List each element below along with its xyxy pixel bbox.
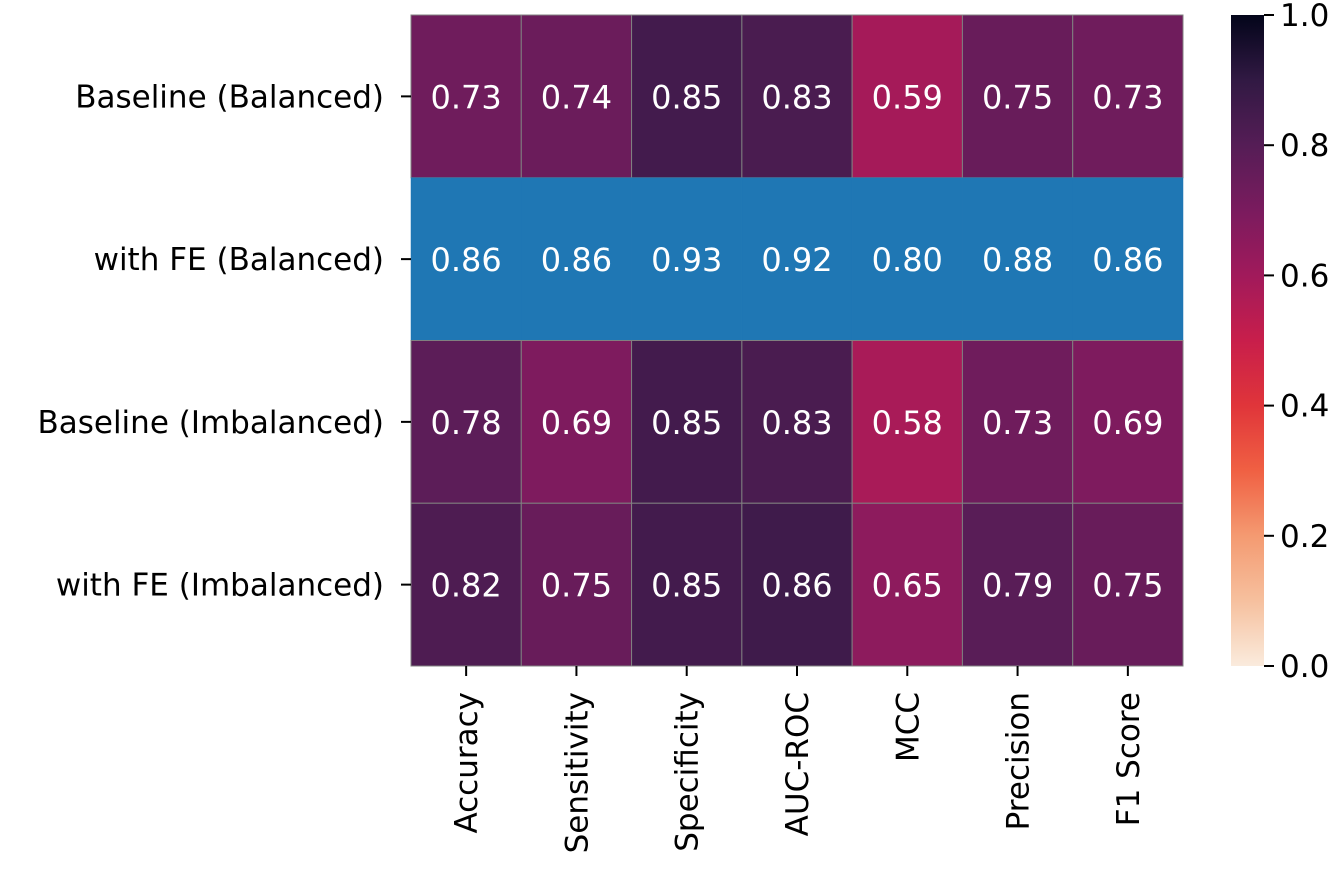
cell-value-label: 0.73 bbox=[431, 78, 502, 116]
heatmap-cell bbox=[410, 177, 522, 341]
colorbar: 0.0 0.2 0.4 0.6 0.8 1.0 bbox=[1231, 0, 1329, 685]
cell-value-label: 0.75 bbox=[1092, 567, 1163, 605]
cell-value-label: 0.93 bbox=[651, 241, 722, 279]
column-label: MCC bbox=[890, 692, 926, 762]
colorbar-tick-label: 0.8 bbox=[1280, 128, 1329, 164]
column-label: F1 Score bbox=[1111, 692, 1147, 826]
column-label: Sensitivity bbox=[559, 692, 595, 853]
cell-value-label: 0.83 bbox=[761, 78, 832, 116]
cell-value-label: 0.73 bbox=[982, 404, 1053, 442]
heatmap-cell bbox=[520, 14, 633, 179]
heatmap-cell bbox=[1072, 502, 1184, 667]
heatmap-cell bbox=[631, 340, 743, 504]
heatmap-cells bbox=[410, 14, 1184, 667]
cell-value-label: 0.59 bbox=[872, 78, 943, 116]
cell-value-label: 0.74 bbox=[541, 78, 612, 116]
row-label: Baseline (Imbalanced) bbox=[37, 405, 384, 441]
cell-value-label: 0.69 bbox=[1092, 404, 1163, 442]
cell-value-label: 0.86 bbox=[761, 567, 832, 605]
cell-value-label: 0.86 bbox=[541, 241, 612, 279]
cell-value-label: 0.75 bbox=[541, 567, 612, 605]
cell-value-label: 0.65 bbox=[872, 567, 943, 605]
heatmap-cell bbox=[962, 177, 1073, 341]
column-label: AUC-ROC bbox=[780, 692, 816, 836]
heatmap-cell bbox=[851, 340, 963, 504]
heatmap-cell bbox=[1072, 340, 1184, 504]
cell-value-label: 0.88 bbox=[982, 241, 1053, 279]
heatmap-cell bbox=[520, 340, 633, 504]
heatmap-cell bbox=[851, 14, 963, 179]
cell-value-label: 0.83 bbox=[761, 404, 832, 442]
colorbar-ticks: 0.0 0.2 0.4 0.6 0.8 1.0 bbox=[1264, 0, 1329, 685]
cell-value-label: 0.79 bbox=[982, 567, 1053, 605]
cell-value-label: 0.85 bbox=[651, 567, 722, 605]
row-axis: Baseline (Balanced) with FE (Balanced) Bas… bbox=[37, 79, 411, 604]
column-label: Precision bbox=[1001, 692, 1037, 830]
column-label: Specificity bbox=[670, 692, 706, 852]
heatmap-cell bbox=[410, 340, 522, 504]
cell-value-label: 0.92 bbox=[761, 241, 832, 279]
heatmap-value-labels: 0.73 0.74 0.85 0.83 0.59 0.75 0.73 0.86 0.86 0.93… bbox=[431, 78, 1164, 604]
row-label: with FE (Imbalanced) bbox=[56, 568, 384, 604]
row-label: with FE (Balanced) bbox=[94, 242, 384, 278]
heatmap-cell bbox=[410, 14, 522, 179]
heatmap-cell bbox=[961, 502, 1074, 667]
cell-value-label: 0.80 bbox=[872, 241, 943, 279]
heatmap-cell bbox=[961, 14, 1074, 179]
colorbar-tick-label: 0.4 bbox=[1280, 389, 1329, 425]
cell-value-label: 0.86 bbox=[1092, 241, 1163, 279]
heatmap-cell bbox=[410, 502, 522, 667]
heatmap-cell bbox=[1072, 177, 1184, 341]
cell-value-label: 0.85 bbox=[651, 78, 722, 116]
column-label: Accuracy bbox=[449, 692, 485, 834]
cell-value-label: 0.73 bbox=[1092, 78, 1163, 116]
cell-value-label: 0.58 bbox=[872, 404, 943, 442]
cell-value-label: 0.75 bbox=[982, 78, 1053, 116]
heatmap-cell bbox=[851, 177, 963, 341]
colorbar-tick-label: 1.0 bbox=[1280, 0, 1329, 34]
cell-value-label: 0.86 bbox=[431, 241, 502, 279]
heatmap-cell bbox=[631, 14, 743, 179]
heatmap-cell bbox=[741, 14, 853, 179]
cell-value-label: 0.82 bbox=[431, 567, 502, 605]
cell-value-label: 0.78 bbox=[431, 404, 502, 442]
heatmap-cell bbox=[961, 340, 1074, 504]
colorbar-tick-label: 0.2 bbox=[1280, 519, 1329, 555]
colorbar-gradient bbox=[1231, 15, 1264, 666]
column-axis: Accuracy Sensitivity Specificity AUC-ROC MCC… bbox=[449, 666, 1147, 853]
colorbar-tick-label: 0.0 bbox=[1280, 649, 1329, 685]
cell-value-label: 0.69 bbox=[541, 404, 612, 442]
heatmap-cell bbox=[631, 177, 743, 341]
row-label: Baseline (Balanced) bbox=[75, 79, 384, 115]
cell-value-label: 0.85 bbox=[651, 404, 722, 442]
heatmap-cell bbox=[741, 340, 853, 504]
heatmap-cell bbox=[520, 502, 633, 667]
colorbar-tick-label: 0.6 bbox=[1280, 258, 1329, 294]
heatmap-cell bbox=[741, 502, 853, 667]
